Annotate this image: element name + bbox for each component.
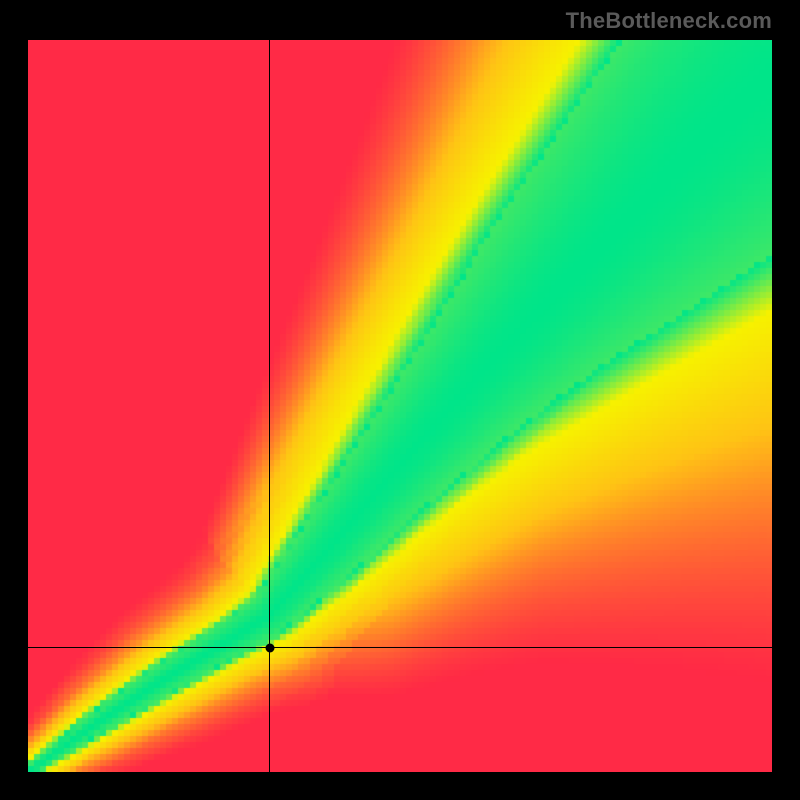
heatmap-canvas [28, 40, 772, 772]
attribution-text: TheBottleneck.com [566, 8, 772, 34]
crosshair-vertical [269, 40, 270, 772]
chart-wrapper: TheBottleneck.com [0, 0, 800, 800]
crosshair-marker [265, 643, 274, 652]
crosshair-horizontal [28, 647, 772, 648]
